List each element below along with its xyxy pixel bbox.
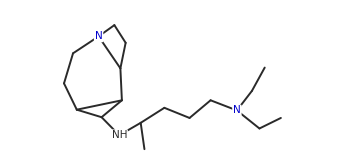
Text: N: N [233, 105, 241, 115]
Text: N: N [95, 31, 102, 41]
Text: NH: NH [112, 130, 127, 140]
